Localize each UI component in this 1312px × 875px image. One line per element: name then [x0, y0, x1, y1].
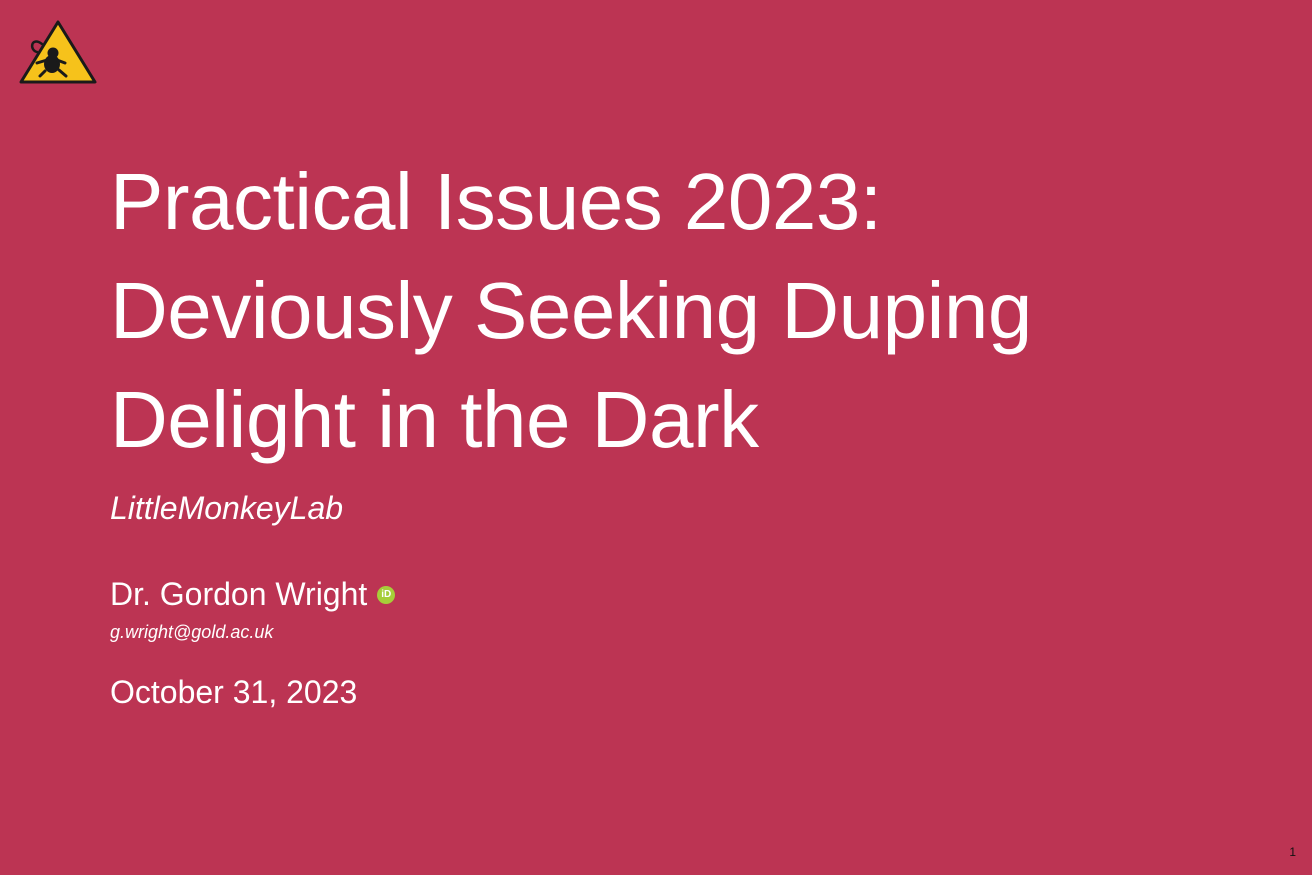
- title-line-1: Practical Issues 2023:: [110, 157, 882, 246]
- slide-title: Practical Issues 2023: Deviously Seeking…: [110, 147, 1260, 474]
- monkey-warning-sign-icon: [17, 18, 99, 86]
- subtitle: LittleMonkeyLab: [110, 490, 344, 526]
- title-block: Practical Issues 2023: Deviously Seeking…: [110, 147, 1260, 474]
- orcid-icon[interactable]: iD: [377, 586, 396, 604]
- author-row: Dr. Gordon Wright iD: [110, 574, 396, 614]
- presentation-date: October 31, 2023: [110, 674, 358, 710]
- title-line-3: Delight in the Dark: [110, 375, 759, 464]
- author-name: Dr. Gordon Wright: [110, 576, 368, 612]
- page-number: 1: [1289, 845, 1296, 859]
- author-email[interactable]: g.wright@gold.ac.uk: [110, 622, 274, 642]
- title-line-2: Deviously Seeking Duping: [110, 266, 1032, 355]
